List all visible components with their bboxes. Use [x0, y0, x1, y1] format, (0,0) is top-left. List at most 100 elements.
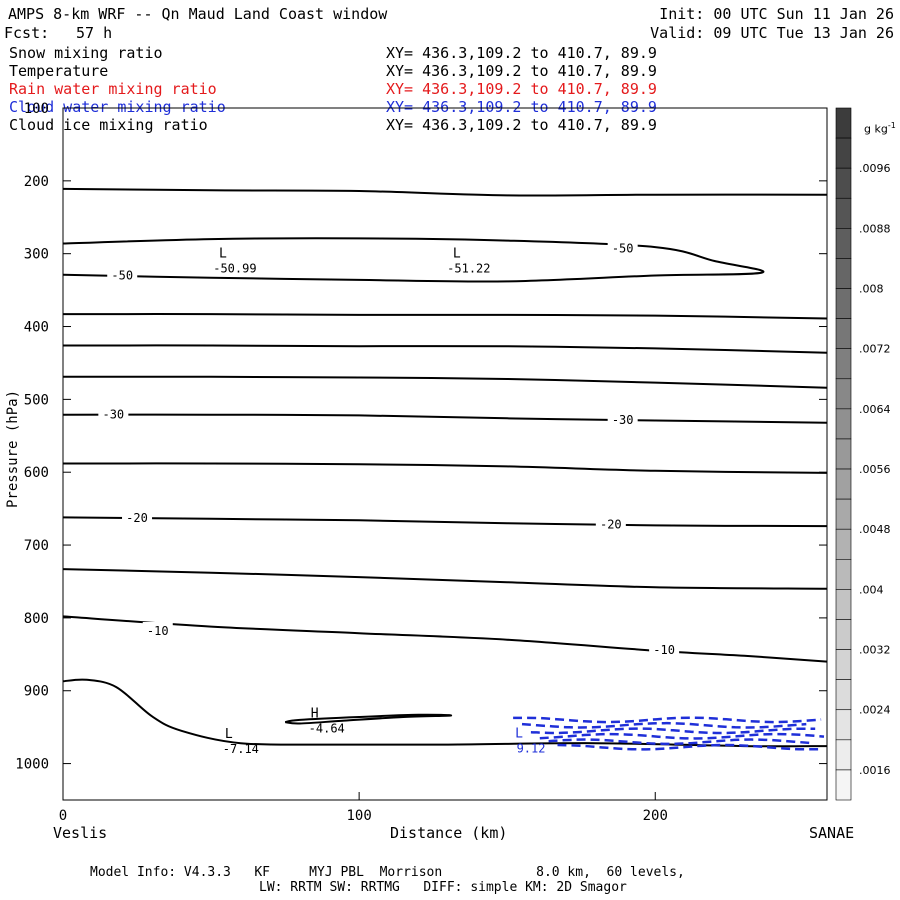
colorbar-swatch [835, 769, 852, 801]
x-tick-label: 0 [59, 808, 67, 824]
isotherm-line [62, 344, 828, 354]
colorbar-swatch [835, 559, 852, 590]
field-name-rain: Rain water mixing ratio [9, 80, 217, 98]
isotherm-label: -30 [102, 408, 124, 422]
field-name-snow: Snow mixing ratio [9, 44, 163, 62]
isotherm-line [62, 187, 828, 197]
extremum-letter: L [453, 246, 461, 261]
init-time: Init: 00 UTC Sun 11 Jan 26 [659, 5, 894, 23]
isotherm-label-background [107, 266, 138, 283]
isotherm-label: -20 [126, 511, 148, 525]
colorbar-label: .0064 [859, 403, 891, 416]
isotherm-label: -10 [147, 624, 169, 638]
cloud-water-contour [530, 727, 816, 735]
model-info-line2: LW: RRTM SW: RRTMG DIFF: simple KM: 2D S… [259, 880, 627, 895]
colorbar-swatch [835, 197, 852, 229]
colorbar-swatch [835, 438, 852, 470]
model-info-line1: Model Info: V4.3.3 KF MYJ PBL Morrison 8… [90, 865, 685, 880]
field-xy-cloud-ice: XY= 436.3,109.2 to 410.7, 89.9 [386, 116, 657, 134]
y-tick-label: 300 [24, 247, 49, 263]
cloud-water-contour [557, 743, 819, 751]
colorbar-label: .004 [859, 583, 884, 596]
colorbar-swatch [835, 288, 852, 319]
extremum-letter: L [219, 246, 227, 261]
x-axis-right-end: SANAE [809, 824, 855, 842]
extremum-value: -51.22 [447, 261, 490, 275]
extremum-letter: L [515, 726, 523, 741]
isotherm-label-background [649, 640, 680, 657]
colorbar-swatch [835, 167, 852, 199]
colorbar-swatch [835, 498, 852, 530]
isotherm-line [62, 375, 828, 389]
colorbar-swatch [835, 619, 852, 650]
colorbar-swatch [835, 589, 852, 620]
colorbar-label: .0032 [859, 644, 891, 657]
colorbar-swatch [835, 258, 852, 289]
isotherm-line [62, 462, 828, 474]
cloud-water-contour [548, 738, 810, 746]
field-xy-rain: XY= 436.3,109.2 to 410.7, 89.9 [386, 80, 657, 98]
extremum-value: -4.64 [309, 722, 345, 736]
y-tick-label: 700 [24, 538, 49, 554]
extremum-letter: H [311, 707, 319, 722]
isotherm-line [62, 678, 828, 748]
forecast-hours: 57 h [76, 24, 113, 42]
field-name-temperature: Temperature [9, 62, 109, 80]
y-tick-label: 900 [24, 684, 49, 700]
colorbar-swatch [835, 528, 852, 560]
forecast-label: Fcst: [4, 24, 50, 42]
extremum-value: -7.14 [223, 742, 259, 756]
colorbar: .0096 .0088 .008 .0072 .0064 .0056 .0048 .004 .0… [835, 107, 891, 801]
field-name-cloud-ice: Cloud ice mixing ratio [9, 116, 208, 134]
colorbar-swatch [835, 137, 852, 169]
field-xy-cloud-water: XY= 436.3,109.2 to 410.7, 89.9 [386, 98, 657, 116]
field-xy-temperature: XY= 436.3,109.2 to 410.7, 89.9 [386, 62, 657, 80]
isotherm-label-background [142, 622, 173, 639]
temperature-contours: -10 -10 -20 -20 -30 -30 -50 -50 [62, 187, 828, 748]
isotherm-label-background [595, 515, 626, 532]
x-tick-label: 100 [346, 808, 371, 824]
y-axis-label: Pressure (hPa) [5, 389, 21, 508]
x-axis-label: Distance (km) [390, 824, 508, 842]
isotherm-label-background [607, 410, 638, 427]
colorbar-swatch [835, 228, 852, 259]
y-tick-label: 400 [24, 320, 49, 336]
isotherm-label-background [122, 509, 153, 526]
cloud-water-contour [521, 721, 807, 729]
isotherm-line [62, 313, 828, 320]
field-xy-snow: XY= 436.3,109.2 to 410.7, 89.9 [386, 44, 657, 62]
y-tick-label: 100 [24, 101, 49, 117]
high-contour [284, 713, 452, 725]
y-tick-label: 1000 [15, 757, 49, 773]
isotherm-line [62, 413, 828, 424]
cloud-water-contour [539, 732, 825, 740]
valid-time: Valid: 09 UTC Tue 13 Jan 26 [650, 24, 894, 42]
isotherm-line [62, 516, 828, 528]
isotherm-label: -30 [612, 413, 634, 427]
colorbar-label: .0048 [859, 523, 891, 536]
cloud-water-contours [513, 716, 825, 751]
y-tick-label: 800 [24, 611, 49, 627]
colorbar-label: .0096 [859, 162, 891, 175]
colorbar-swatch [835, 468, 852, 500]
colorbar-label: .008 [859, 283, 884, 296]
plot-frame [62, 107, 828, 801]
y-tick-label: 600 [24, 465, 49, 481]
x-axis-left-end: Veslis [53, 824, 108, 842]
colorbar-label: .0016 [859, 764, 891, 777]
isotherm-label: -50 [111, 269, 133, 283]
isotherm-label: -50 [612, 242, 634, 256]
colorbar-unit-exponent: -1 [887, 121, 896, 130]
x-tick-label: 200 [643, 808, 668, 824]
isotherm-line [62, 615, 828, 663]
colorbar-swatch [835, 649, 852, 680]
cloud-water-contour [513, 716, 822, 724]
colorbar-swatch [835, 739, 852, 771]
colorbar-swatch [835, 709, 852, 741]
colorbar-swatch [835, 378, 852, 410]
isotherm-line [62, 568, 828, 590]
colorbar-swatch [835, 318, 852, 349]
colorbar-unit: g kg-1 [857, 102, 896, 138]
y-tick-label: 200 [24, 174, 49, 190]
